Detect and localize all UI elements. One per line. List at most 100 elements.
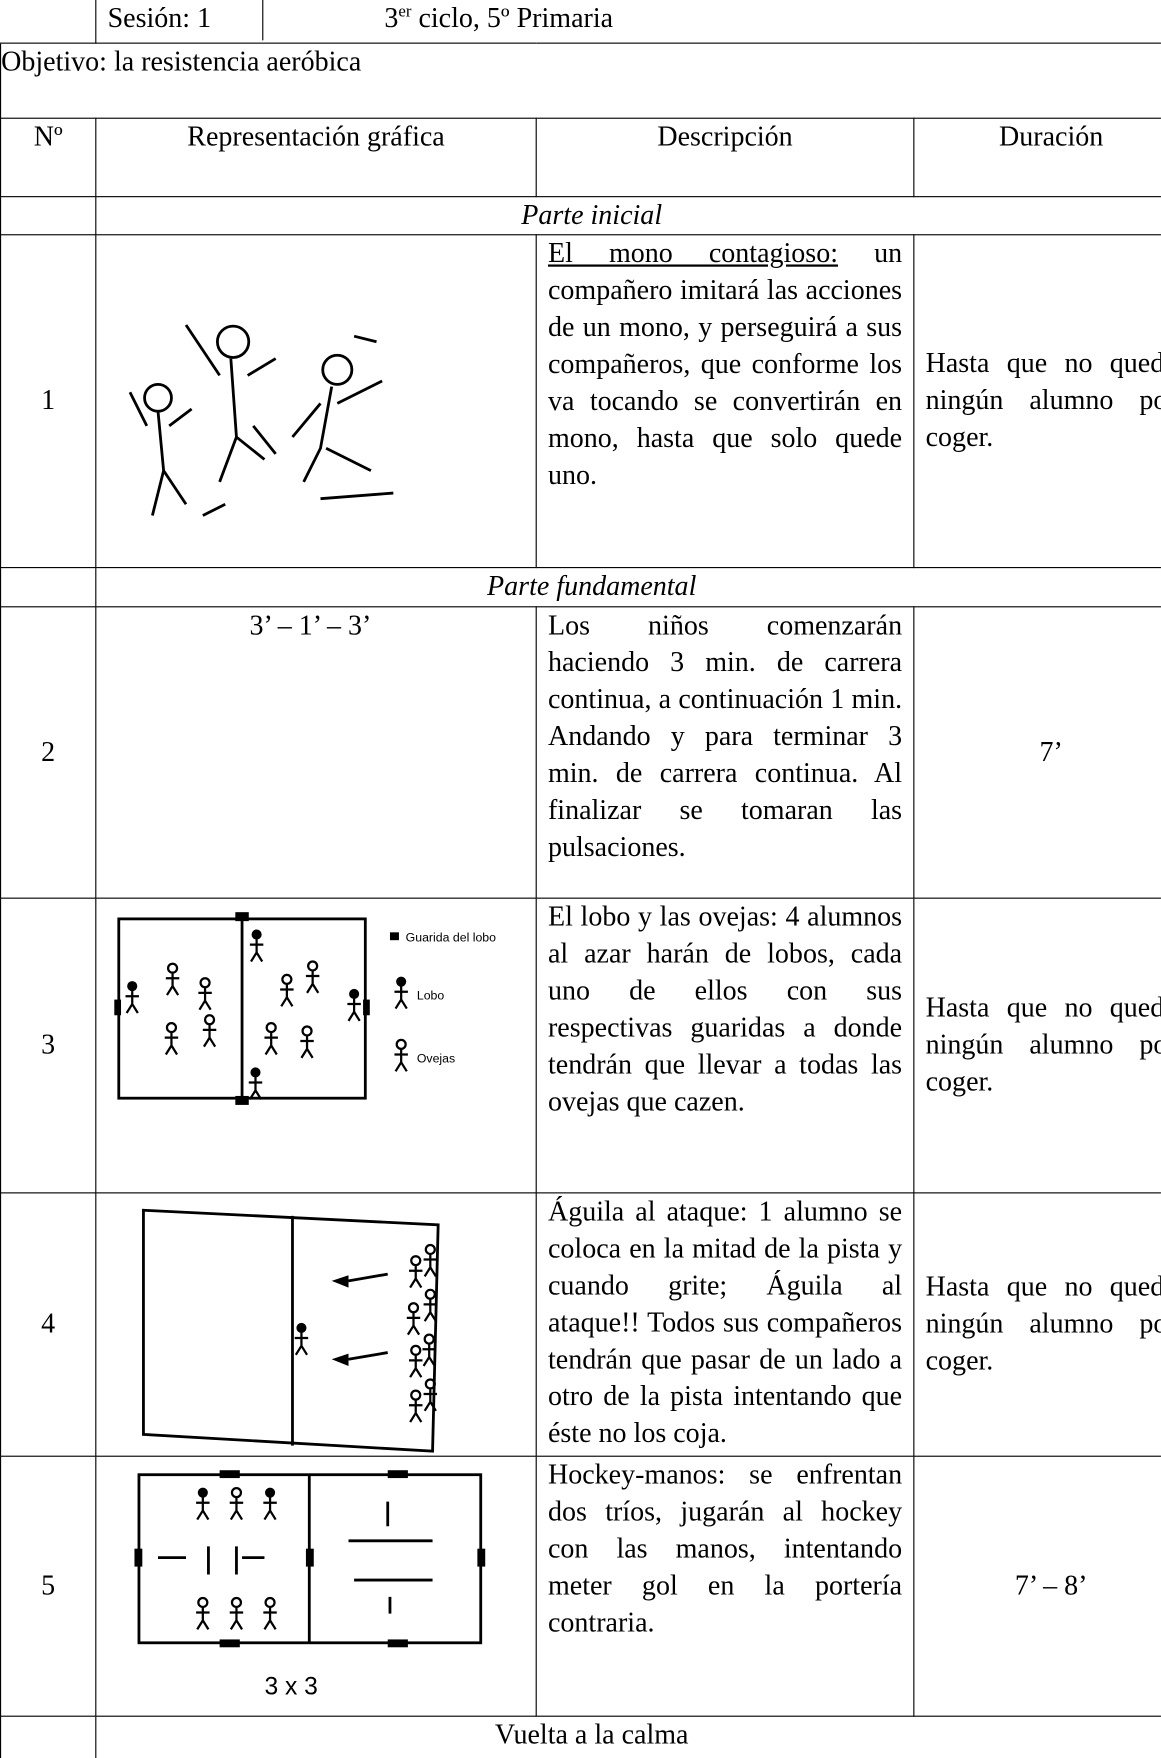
sketch-tr: 2 3’ – 1’ – 3’ Los niños comenzarán haci… (0, 605, 1161, 899)
sketch-use (346, 987, 362, 1022)
cell-text: er (398, 2, 412, 21)
sketch-eagle (142, 1208, 440, 1453)
sketch-path (142, 1208, 440, 1453)
sketch-tr: 4 Águila al ataque: 1 alumno se coloca e… (0, 1191, 1161, 1457)
sketch-path (184, 323, 277, 482)
cell-text: Hasta que no quede ningún alumno por cog… (913, 1191, 1161, 1457)
sketch-rect (305, 1548, 314, 1567)
sketch-tr: Parte fundamental (0, 566, 1161, 607)
sketch-circle (321, 353, 354, 386)
sketch-use (262, 1485, 278, 1521)
header-row: Sesión: 1 3er ciclo, 5º Primaria (0, 0, 1161, 44)
sketch-rect (363, 999, 370, 1015)
cell-text: 1 (0, 233, 97, 568)
sketch-td: Guarida del lobo Lobo Ovejas (95, 897, 537, 1193)
sketch-tr: Parte inicial (0, 195, 1161, 235)
sketch-td (0, 195, 97, 235)
sketch-g (128, 323, 394, 517)
cell-text: Vuelta a la calma (95, 1715, 1161, 1758)
sketch-tr: Nº Representación gráfica Descripción Durac… (0, 117, 1161, 197)
cell-text: 7’ – 8’ (913, 1455, 1161, 1717)
cell-text: Los niños comenzarán haciendo 3 min. de … (535, 605, 915, 899)
cell-text: El mono contagioso: (547, 238, 838, 269)
cell-text: Descripción (535, 117, 915, 197)
cell-text: 3’ – 1’ – 3’ (95, 605, 537, 899)
sketch-div: Sesión: 1 3er ciclo, 5º Primaria (96, 0, 1161, 41)
cell-text: Águila al ataque: 1 alumno se coloca en … (535, 1191, 915, 1457)
sketch-rect (477, 1548, 486, 1567)
sketch-use (407, 1344, 424, 1378)
sketch-circle (143, 382, 173, 413)
sketch-use (293, 1321, 310, 1356)
sketch-td: El mono contagioso: un compañero imitará… (535, 233, 915, 568)
sketch-use (201, 1013, 218, 1048)
objective: Objetivo: la resistencia aeróbica (0, 42, 1161, 119)
sketch-tr: 1 El mono contagioso: un compañero imita… (0, 233, 1161, 568)
sketch-use (194, 1485, 211, 1521)
sketch-rect (134, 1548, 143, 1567)
sketch-tr: 5 3 x 3 Hockey-manos: se enfrentan dos t… (0, 1455, 1161, 1717)
cell-text: Parte inicial (95, 195, 1161, 235)
cell-text: 7’ (913, 605, 1161, 899)
sketch-use (247, 1065, 264, 1100)
sketch-use (393, 1038, 410, 1072)
sketch-g (142, 1208, 440, 1453)
sketch-td: 3 x 3 (95, 1455, 537, 1717)
cell-text: Duración (913, 117, 1161, 197)
sketch-use (228, 1596, 245, 1630)
cell-text: Parte fundamental (95, 566, 1161, 607)
session: Sesión: 1 (96, 0, 264, 41)
sketch-path (348, 1272, 388, 1361)
sketch-use (164, 962, 181, 996)
sketch-rect (387, 1638, 408, 1647)
sketch-rect (114, 999, 122, 1015)
sketch-tr: 3 Guarida del lobo Lobo Ovejas El lobo y… (0, 897, 1161, 1193)
cell-text: Hasta que no quede ningún alumno por cog… (913, 897, 1161, 1193)
sketch-use (304, 959, 321, 994)
sketch-use (422, 1243, 439, 1277)
sketch-path (291, 379, 383, 482)
cell-text: 2 (0, 605, 97, 899)
sketch-path (202, 334, 394, 517)
sketch-use (393, 974, 410, 1010)
sketch-use (405, 1301, 422, 1336)
cell-text: Representación gráfica (95, 117, 537, 197)
sketch-path (128, 391, 193, 516)
legend-wolf: Lobo (417, 988, 445, 1002)
sketch-use (248, 927, 265, 963)
cell-text: 5 (0, 1455, 97, 1717)
sketch-tr: Objetivo: la resistencia aeróbica (0, 42, 1161, 119)
sketch-use (407, 1254, 424, 1289)
cycle: 3er ciclo, 5º Primaria (263, 0, 613, 40)
sketch-g (117, 916, 367, 1100)
sketch-use (279, 973, 295, 1007)
cell-text: Nº (0, 117, 97, 197)
sketch-path (158, 1501, 433, 1614)
sketch-circle (215, 324, 251, 359)
sketch-use (124, 979, 141, 1014)
sketch-use (194, 1596, 211, 1630)
sketch-rect (235, 1095, 249, 1105)
sketch-td (0, 1715, 97, 1758)
cell-text: Hockey-manos: se enfrentan dos tríos, ju… (535, 1455, 915, 1717)
cell-text: Hasta que no quede ningún alumno por cog… (913, 233, 1161, 568)
sketch-td (95, 233, 537, 568)
sketch-use (163, 1021, 180, 1056)
sketch-path (331, 1274, 349, 1366)
sketch-tr: Vuelta a la calma (0, 1715, 1161, 1758)
cell-text: 3 (384, 3, 399, 34)
sketch-rect (387, 1469, 408, 1478)
sketch-td (95, 1191, 537, 1457)
cell-text: 4 (0, 1191, 97, 1457)
cell-text: un compañero imitará las acciones de un … (547, 238, 903, 491)
cell-text: 3 (0, 897, 97, 1193)
sketch-use (263, 1021, 280, 1056)
sketch-rect (235, 911, 249, 921)
sketch-hockey: 3 x 3 (134, 1469, 486, 1700)
legend-sheep: Ovejas (417, 1051, 455, 1065)
sketch-rect (219, 1469, 240, 1478)
